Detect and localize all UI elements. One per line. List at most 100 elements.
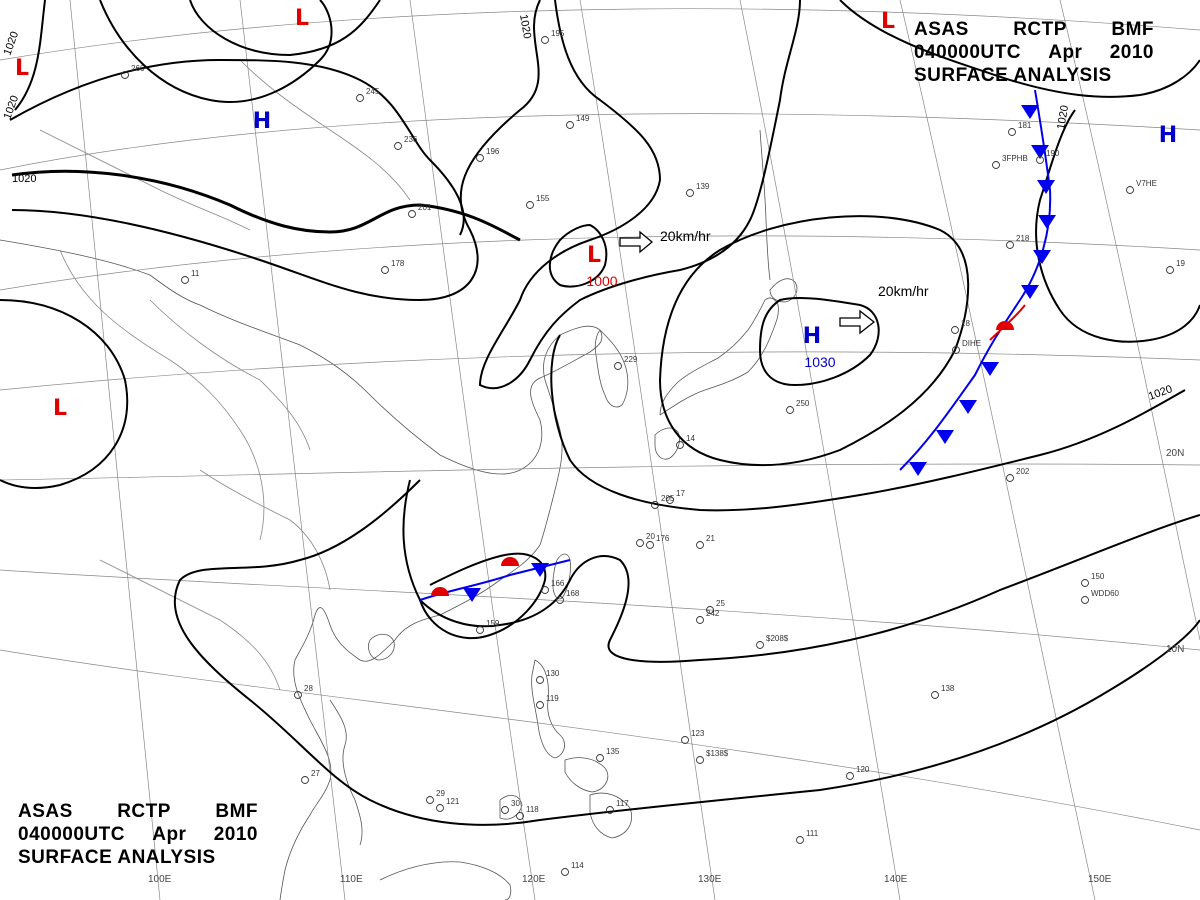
title-bottom-year: 2010 [213, 824, 258, 845]
station-symbol [526, 201, 534, 209]
station-symbol [646, 541, 654, 549]
inland-border [149, 299, 311, 451]
title-bottom-month: Apr [152, 824, 187, 845]
station-value: 176 [656, 534, 670, 543]
station-value: V7HE [1136, 179, 1157, 188]
station-value: 178 [391, 259, 405, 268]
station-value: $138$ [706, 749, 729, 758]
meridian-160e [1059, 0, 1200, 641]
luzon [531, 659, 565, 759]
isobar [402, 479, 1200, 663]
low-pressure-center: L [295, 6, 309, 31]
inland-border [59, 249, 265, 541]
station-symbol [561, 868, 569, 876]
station-value: 119 [546, 694, 559, 703]
meridian-140e [739, 0, 901, 900]
station-value: 30 [511, 799, 520, 808]
station-symbol [756, 641, 764, 649]
visayas [564, 757, 609, 793]
low-pressure-center: L [53, 396, 67, 421]
cold-front [899, 89, 1052, 471]
station-symbol [1081, 579, 1089, 587]
isobars [0, 0, 1200, 826]
isobar-label: 1020 [517, 13, 533, 39]
cold-front-triangle [463, 588, 481, 602]
station-symbol [501, 806, 509, 814]
parallel-30n [0, 351, 1200, 391]
low-pressure-center: L [587, 243, 601, 268]
station-value: 114 [571, 861, 584, 870]
longitude-label: 140E [884, 874, 908, 885]
longitude-label: 130E [698, 874, 722, 885]
parallel-10n [0, 569, 1200, 651]
station-value: DIHE [962, 339, 981, 348]
motion-labels: 20km/hr 20km/hr [660, 228, 929, 299]
isobar [14, 0, 46, 111]
isobar [839, 0, 1200, 98]
korea-coast [594, 329, 629, 408]
station-symbol [786, 406, 794, 414]
inland-border [39, 129, 251, 231]
station-value: 218 [1016, 234, 1030, 243]
inland-border [239, 59, 411, 201]
station-value: 149 [576, 114, 590, 123]
station-value: 205 [661, 494, 675, 503]
station-symbol [1006, 474, 1014, 482]
station-symbol [541, 36, 549, 44]
warm-front-semicircle [431, 587, 449, 596]
station-symbol [381, 266, 389, 274]
isobar-label: 1020 [1147, 383, 1174, 403]
station-value: 130 [546, 669, 560, 678]
station-symbol [516, 812, 524, 820]
pressure-centers: L L L L 1000 L H H 1030 H [15, 6, 1177, 421]
high-pressure-center: H [803, 324, 821, 349]
station-value: 242 [706, 609, 720, 618]
high-pressure-center: H [1159, 123, 1177, 148]
station-symbol [636, 539, 644, 547]
station-value: 181 [1018, 121, 1032, 130]
fronts [419, 89, 1052, 601]
isobar-label: 1020 [2, 30, 22, 57]
cold-front-triangle [936, 430, 954, 444]
station-value: 195 [551, 29, 565, 38]
station-symbol [676, 441, 684, 449]
parallel-0 [0, 649, 1200, 831]
station-value: 155 [536, 194, 550, 203]
title-bottom-source: BMF [215, 801, 258, 822]
station-value: 196 [486, 147, 500, 156]
isobar-label: 1020 [12, 173, 36, 185]
motion-speed-label: 20km/hr [660, 228, 711, 244]
station-value: 123 [691, 729, 705, 738]
title-top-line3: SURFACE ANALYSIS [914, 65, 1112, 86]
isobar [658, 215, 970, 467]
china-coast [0, 239, 603, 662]
station-symbol [696, 756, 704, 764]
station-value: WDD60 [1091, 589, 1120, 598]
station-value: 229 [624, 355, 638, 364]
station-symbol [1008, 128, 1016, 136]
latitude-label: 20N [1166, 448, 1184, 459]
title-top-month: Apr [1048, 42, 1083, 63]
inland-border [199, 469, 331, 591]
station-value: 18 [961, 319, 970, 328]
station-symbol [1006, 241, 1014, 249]
station-symbol [294, 691, 302, 699]
station-symbol [394, 142, 402, 150]
isobar [548, 223, 608, 288]
station-symbol [686, 189, 694, 197]
isobar [11, 0, 541, 302]
isobar [189, 0, 381, 57]
station-value: 120 [856, 765, 870, 774]
title-top-year: 2010 [1109, 42, 1154, 63]
station-symbol [1081, 596, 1089, 604]
title-bottom-time: 040000UTC [18, 824, 125, 845]
station-value: 245 [366, 87, 380, 96]
title-bottom-product: ASAS [18, 801, 73, 822]
station-symbol [476, 154, 484, 162]
isobar [173, 479, 1200, 826]
pressure-value: 1030 [804, 354, 835, 370]
title-bottom-line2: 040000UTC Apr 2010 [18, 823, 258, 846]
motion-speed-label: 20km/hr [878, 283, 929, 299]
station-symbol [992, 161, 1000, 169]
title-top-line1: ASAS RCTP BMF [914, 18, 1154, 41]
